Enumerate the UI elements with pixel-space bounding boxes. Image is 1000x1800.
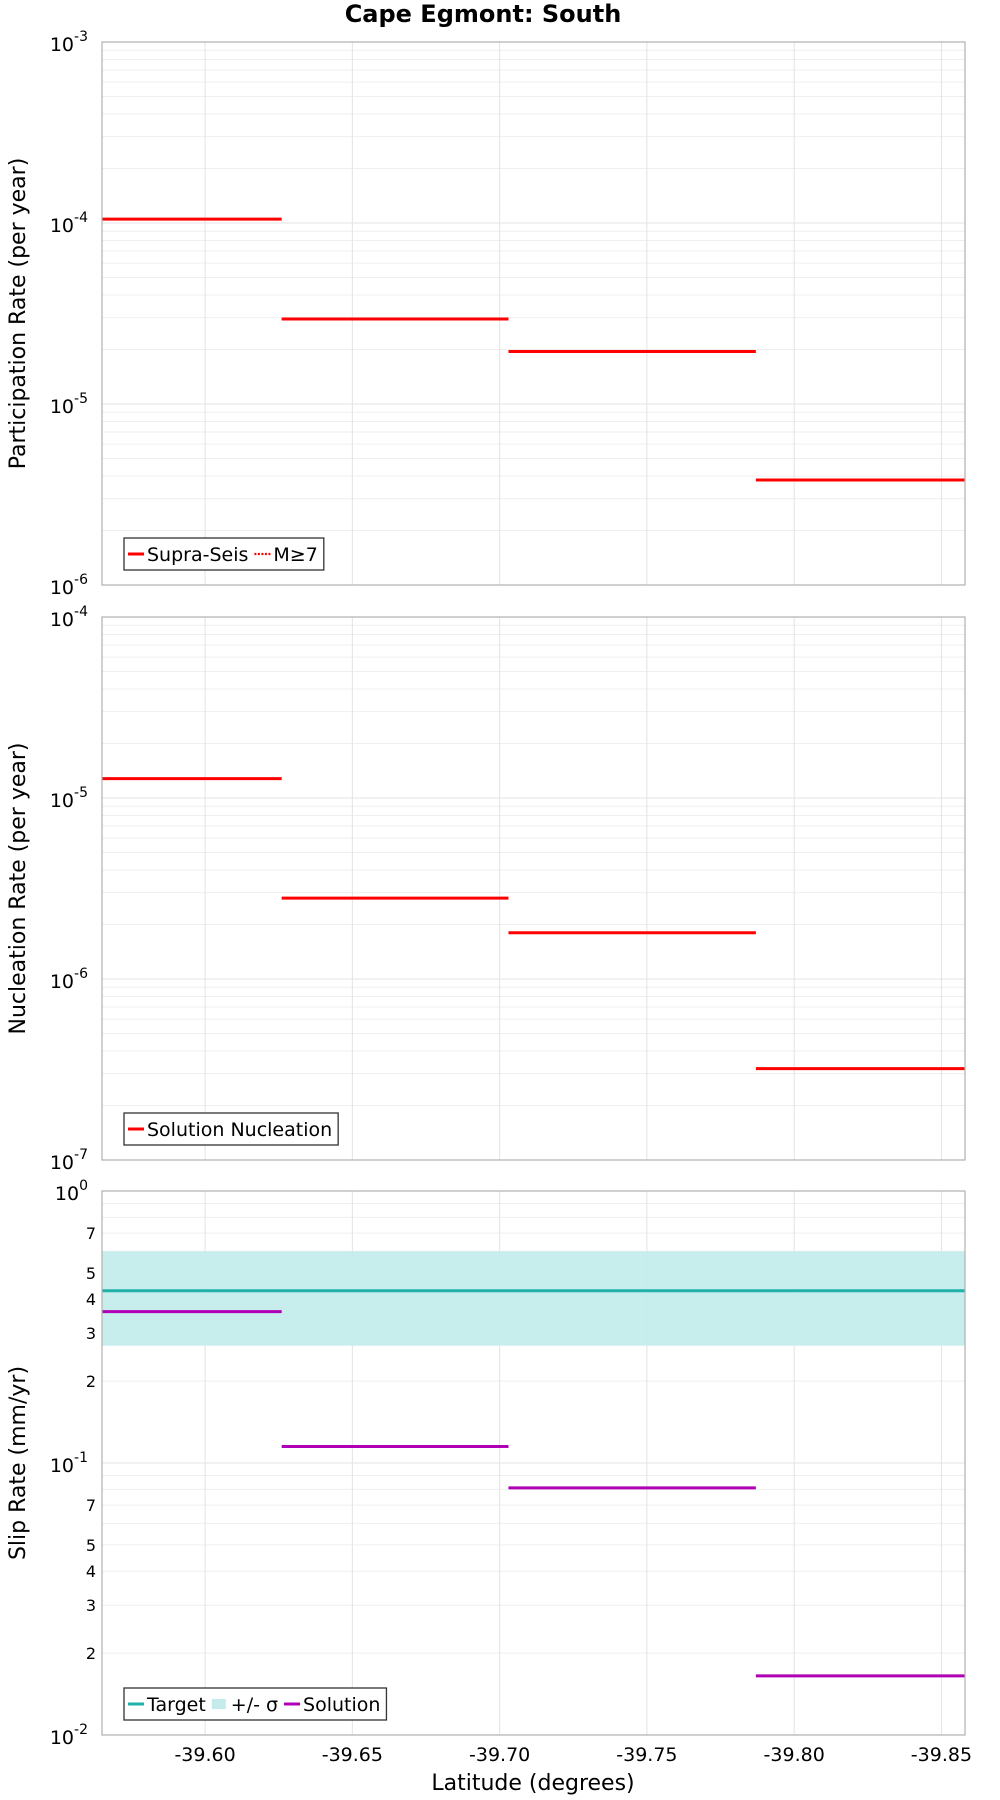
plot-frame (101, 1190, 966, 1736)
y-tick-base: 10 (50, 396, 74, 418)
legend: Supra-Seis M≥7 (123, 537, 325, 571)
y-tick-exponent: -3 (74, 29, 88, 45)
x-tick-label: -39.65 (322, 1744, 383, 1766)
legend-label: +/- σ (231, 1694, 278, 1716)
y-minor-tick-label: 7 (86, 1224, 96, 1243)
y-tick-base: 10 (50, 790, 74, 812)
y-tick-base: 10 (50, 577, 74, 599)
x-tick-label: -39.85 (911, 1744, 972, 1766)
x-tick-label: -39.70 (469, 1744, 530, 1766)
y-minor-tick-label: 5 (86, 1264, 96, 1283)
y-tick-label: 10-5 (50, 391, 88, 418)
legend-label: M≥7 (273, 544, 317, 566)
legend: Solution Nucleation (123, 1112, 339, 1146)
y-tick-label: 10-2 (50, 1722, 88, 1749)
y-tick-base: 10 (50, 609, 74, 631)
y-tick-label: 10-6 (50, 572, 88, 599)
y-minor-tick-label: 7 (86, 1496, 96, 1515)
y-axis-label: Slip Rate (mm/yr) (6, 1366, 31, 1560)
legend-label: Target (146, 1694, 206, 1716)
y-tick-label: 100 (55, 1178, 88, 1205)
y-tick-base: 10 (55, 1183, 79, 1205)
y-minor-tick-label: 3 (86, 1324, 96, 1343)
y-tick-base: 10 (50, 34, 74, 56)
y-tick-exponent: -7 (74, 1147, 88, 1163)
y-tick-exponent: -5 (74, 785, 88, 801)
plot-frame (101, 41, 966, 586)
y-tick-exponent: 0 (79, 1178, 88, 1194)
y-tick-label: 10-4 (50, 604, 88, 631)
y-tick-exponent: -4 (74, 210, 88, 226)
y-minor-tick-label: 2 (86, 1372, 96, 1391)
y-tick-base: 10 (50, 1455, 74, 1477)
y-tick-base: 10 (50, 215, 74, 237)
legend-box (123, 1112, 339, 1146)
x-tick-label: -39.80 (764, 1744, 825, 1766)
y-tick-base: 10 (50, 1727, 74, 1749)
sigma-band (102, 1251, 965, 1346)
y-tick-label: 10-1 (50, 1450, 88, 1477)
y-tick-exponent: -6 (74, 572, 88, 588)
x-axis-label: Latitude (degrees) (431, 1771, 634, 1796)
x-tick-label: -39.75 (616, 1744, 677, 1766)
legend-swatch-band (211, 1699, 226, 1709)
y-tick-label: 10-7 (50, 1147, 88, 1174)
y-tick-exponent: -6 (74, 966, 88, 982)
x-tick-label: -39.60 (174, 1744, 235, 1766)
y-minor-tick-label: 3 (86, 1596, 96, 1615)
y-tick-exponent: -5 (74, 391, 88, 407)
legend: Target +/- σ Solution (123, 1687, 388, 1721)
y-tick-exponent: -2 (74, 1722, 88, 1738)
y-tick-label: 10-6 (50, 966, 88, 993)
legend-label: Solution (303, 1694, 380, 1716)
y-axis-label: Participation Rate (per year) (6, 158, 31, 470)
y-minor-tick-label: 5 (86, 1536, 96, 1555)
y-minor-tick-label: 4 (86, 1290, 96, 1309)
legend-box (123, 1687, 388, 1721)
y-minor-tick-label: 4 (86, 1562, 96, 1581)
legend-box (123, 537, 325, 571)
y-tick-exponent: -1 (74, 1450, 88, 1466)
legend-label: Solution Nucleation (147, 1119, 332, 1141)
y-minor-tick-label: 2 (86, 1644, 96, 1663)
chart-title: Cape Egmont: South (345, 0, 622, 28)
y-tick-label: 10-3 (50, 29, 88, 56)
y-tick-exponent: -4 (74, 604, 88, 620)
y-tick-base: 10 (50, 971, 74, 993)
plot-frame (101, 616, 966, 1161)
y-tick-label: 10-5 (50, 785, 88, 812)
y-tick-label: 10-4 (50, 210, 88, 237)
legend-label: Supra-Seis (147, 544, 248, 566)
y-tick-base: 10 (50, 1152, 74, 1174)
y-axis-label: Nucleation Rate (per year) (6, 743, 31, 1035)
